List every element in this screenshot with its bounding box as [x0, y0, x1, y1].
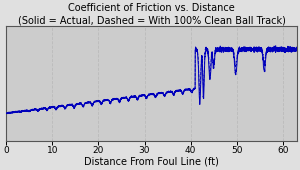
X-axis label: Distance From Foul Line (ft): Distance From Foul Line (ft) [84, 157, 219, 167]
Title: Coefficient of Friction vs. Distance
(Solid = Actual, Dashed = With 100% Clean B: Coefficient of Friction vs. Distance (So… [17, 3, 285, 25]
